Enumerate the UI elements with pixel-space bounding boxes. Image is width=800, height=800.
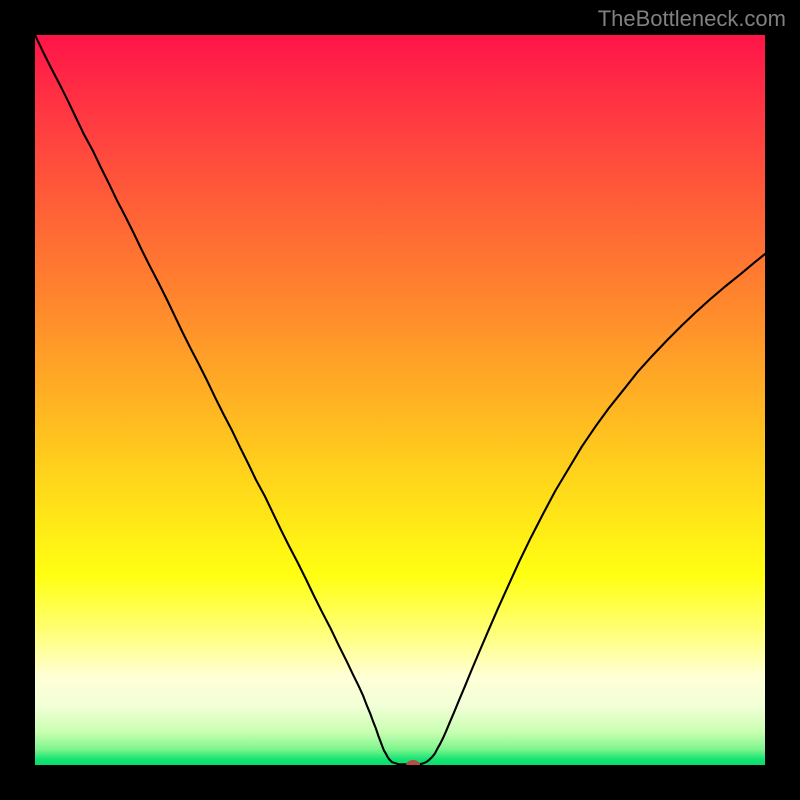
chart-gradient-background — [35, 35, 765, 765]
watermark-text: TheBottleneck.com — [598, 6, 786, 32]
bottleneck-chart — [0, 0, 800, 800]
